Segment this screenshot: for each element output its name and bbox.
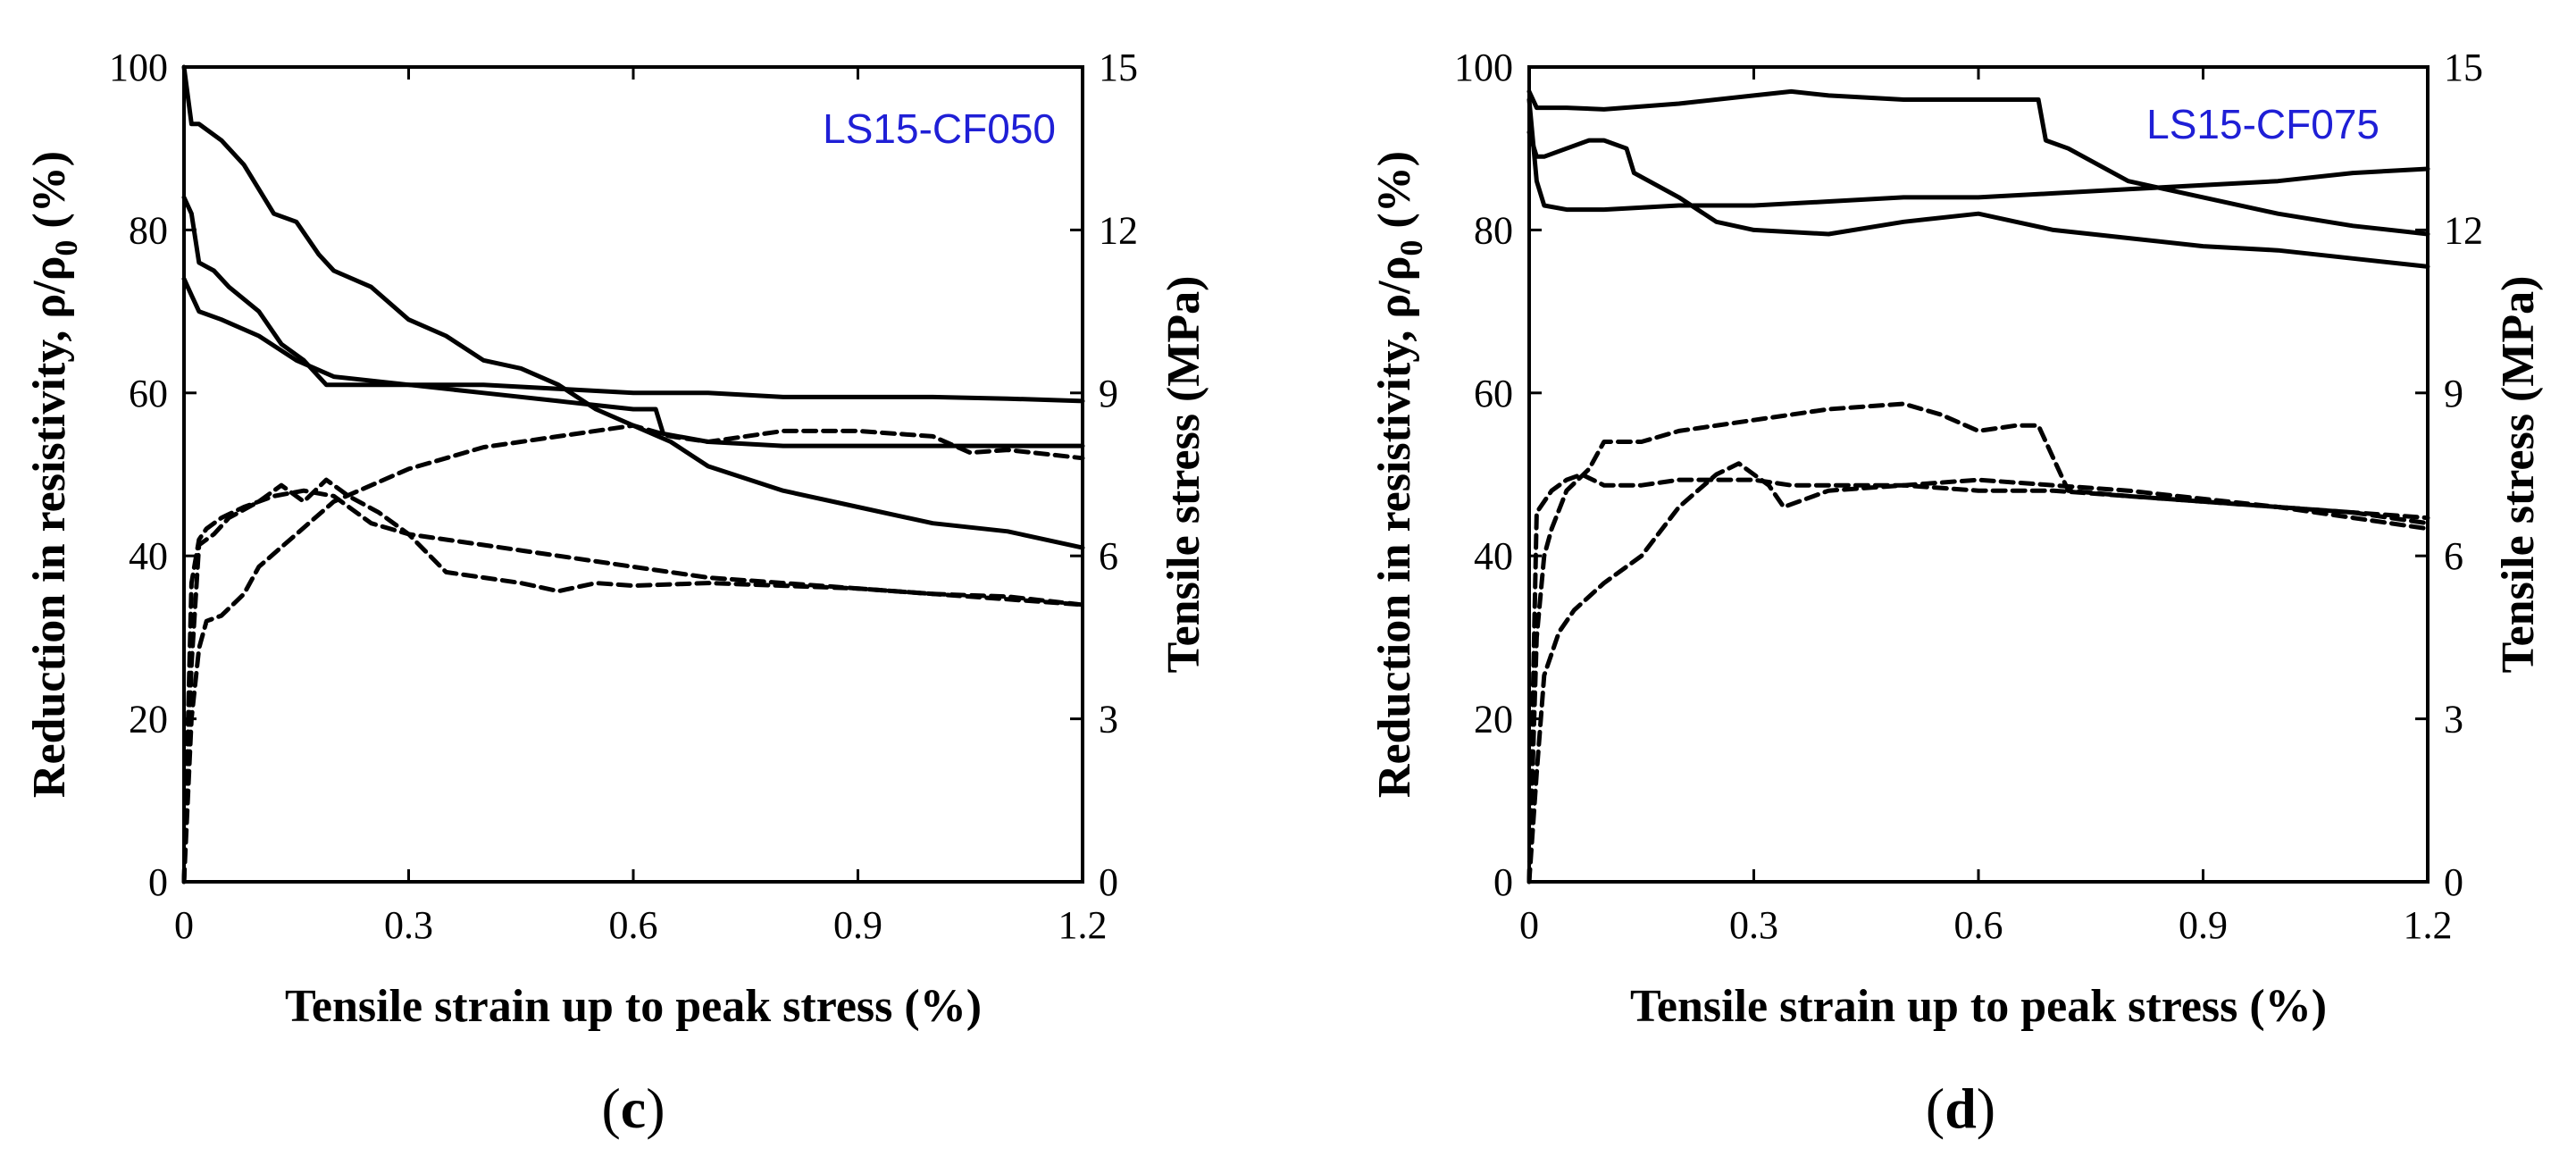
y-left-tick-label: 0 [148,860,168,904]
y-right-tick-label: 3 [2444,698,2463,742]
y-right-tick-label: 9 [1099,372,1118,415]
x-tick-label: 0.9 [2179,903,2228,947]
y-left-axis-label: Reduction in resistivity, ρ/ρ0 (%) [1369,151,1429,798]
series-line-resistivity-3 [181,276,1085,448]
y-left-axis-label-suffix: (%) [24,151,75,240]
series-line-stress-1 [1526,401,2430,884]
y-left-axis-label-subscript: 0 [1393,240,1429,256]
y-right-tick-label: 12 [1099,208,1138,252]
series-line-resistivity-2 [1526,130,2430,269]
series-layer [1526,88,2430,884]
specimen-label: LS15-CF050 [823,105,1056,152]
x-tick-label: 0.3 [1729,903,1778,947]
y-left-axis-label-text: Reduction in resistivity, ρ/ρ [24,256,75,799]
y-left-tick-label: 100 [109,46,168,89]
x-tick-label: 0 [1519,903,1539,947]
panel-c: 0 0.3 0.6 0.9 1.2 0 20 40 60 80 100 0 3 … [24,46,1209,1140]
series-line-resistivity-1 [181,64,1085,550]
y-left-tick-label: 100 [1454,46,1513,89]
panel-caption-letter: d [1945,1077,1977,1140]
y-right-tick-label: 12 [2444,208,2483,252]
series-line-stress-1 [181,423,1085,884]
y-left-axis-label-suffix: (%) [1369,151,1420,240]
y-right-tick-label: 6 [1099,534,1118,578]
y-left-tick-label: 0 [1493,860,1513,904]
series-layer [181,64,1085,884]
y-right-tick-label: 9 [2444,372,2463,415]
plot-frame [182,65,1084,884]
x-tick-label: 0 [174,903,194,947]
y-left-axis-label: Reduction in resistivity, ρ/ρ0 (%) [24,151,84,798]
x-tick-label: 0.6 [609,903,658,947]
y-left-tick-label: 60 [1474,372,1513,415]
y-left-tick-label: 40 [129,534,168,578]
tick-marks [182,65,1084,884]
y-left-axis-label-subscript: 0 [48,240,84,256]
y-right-axis-label: Tensile stress (MPa) [2493,276,2544,674]
y-right-tick-label: 6 [2444,534,2463,578]
x-tick-label: 1.2 [2404,903,2453,947]
series-line-stress-2 [1526,472,2430,884]
y-left-tick-label: 40 [1474,534,1513,578]
specimen-label: LS15-CF075 [2146,101,2379,147]
series-line-resistivity-2 [181,195,1085,404]
panel-caption: (c) [601,1077,665,1140]
y-left-tick-label: 20 [1474,698,1513,742]
series-line-resistivity-3 [1526,97,2430,213]
x-tick-label: 0.6 [1954,903,2003,947]
y-left-tick-label: 20 [129,698,168,742]
tick-marks [1527,65,2430,884]
panel-caption: (d) [1926,1077,1995,1140]
y-right-tick-label: 15 [2444,46,2483,89]
x-axis-label: Tensile strain up to peak stress (%) [1630,981,2327,1032]
series-line-stress-2 [181,477,1085,884]
x-tick-label: 0.9 [833,903,882,947]
series-line-stress-3 [1526,461,2430,884]
y-right-tick-label: 0 [1099,860,1118,904]
series-line-stress-3 [181,488,1085,884]
y-left-tick-label: 80 [129,208,168,252]
series-line-resistivity-1 [1526,88,2430,237]
y-right-axis-label: Tensile stress (MPa) [1158,276,1209,674]
y-left-axis-label-text: Reduction in resistivity, ρ/ρ [1369,256,1420,799]
x-tick-label: 0.3 [384,903,433,947]
x-axis-label: Tensile strain up to peak stress (%) [285,981,982,1032]
y-left-tick-label: 60 [129,372,168,415]
y-right-tick-label: 0 [2444,860,2463,904]
y-right-tick-label: 15 [1099,46,1138,89]
panel-caption-letter: c [621,1077,646,1140]
y-left-tick-label: 80 [1474,208,1513,252]
y-right-tick-label: 3 [1099,698,1118,742]
x-tick-label: 1.2 [1058,903,1108,947]
panel-d: 0 0.3 0.6 0.9 1.2 0 20 40 60 80 100 0 3 … [1369,46,2544,1140]
